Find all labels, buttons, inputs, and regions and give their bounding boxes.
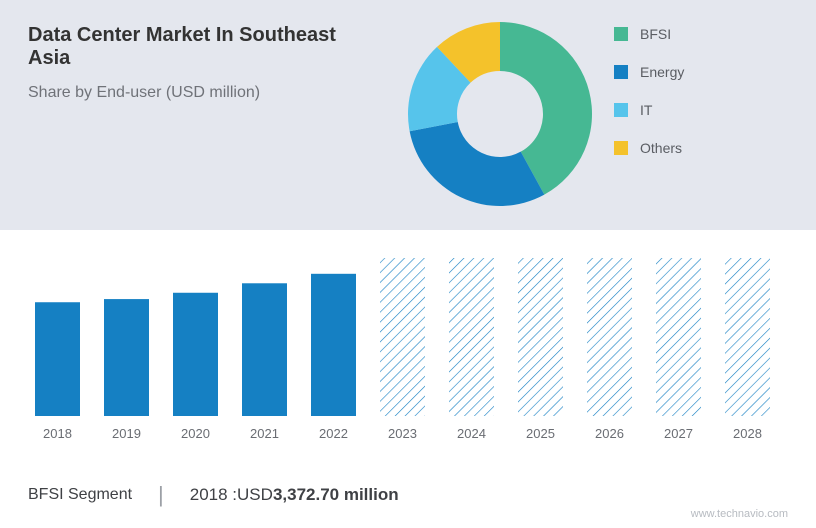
legend-swatch bbox=[614, 141, 628, 155]
top-panel: Data Center Market In Southeast Asia Sha… bbox=[0, 0, 816, 230]
bar-x-label: 2026 bbox=[595, 426, 624, 441]
bar-forecast bbox=[725, 258, 770, 416]
bar-actual bbox=[104, 299, 149, 416]
watermark: www.technavio.com bbox=[691, 508, 788, 520]
footer-summary: BFSI Segment | 2018 : USD 3,372.70 milli… bbox=[28, 482, 788, 508]
bar-actual bbox=[311, 274, 356, 416]
footer-value-prefix: USD bbox=[237, 485, 273, 505]
legend-item: Energy bbox=[614, 64, 684, 80]
bar-x-label: 2025 bbox=[526, 426, 555, 441]
legend-label: Energy bbox=[640, 64, 684, 80]
bar-forecast bbox=[380, 258, 425, 416]
bar-actual bbox=[242, 283, 287, 416]
bar-actual bbox=[173, 293, 218, 416]
footer-year-label: 2018 : bbox=[190, 485, 237, 505]
donut-svg bbox=[400, 14, 600, 214]
bar-x-label: 2027 bbox=[664, 426, 693, 441]
bar-x-label: 2018 bbox=[43, 426, 72, 441]
legend: BFSI Energy IT Others bbox=[614, 26, 684, 178]
legend-item: IT bbox=[614, 102, 684, 118]
chart-title-line1: Data Center Market In Southeast bbox=[28, 24, 368, 47]
bar-svg: 2018 2019 2020 2021 2022 2023 2024 2025 2026 2027… bbox=[28, 258, 788, 458]
bar-x-label: 2021 bbox=[250, 426, 279, 441]
chart-title-line2: Asia bbox=[28, 47, 368, 70]
bar-x-label: 2023 bbox=[388, 426, 417, 441]
bar-chart: 2018 2019 2020 2021 2022 2023 2024 2025 2026 2027… bbox=[28, 258, 788, 458]
bar-actual bbox=[35, 302, 80, 416]
donut-slice bbox=[410, 122, 545, 206]
footer-value: 3,372.70 million bbox=[273, 485, 399, 505]
bar-x-label: 2022 bbox=[319, 426, 348, 441]
bar-forecast bbox=[518, 258, 563, 416]
bar-x-label: 2028 bbox=[733, 426, 762, 441]
bar-forecast bbox=[656, 258, 701, 416]
legend-swatch bbox=[614, 103, 628, 117]
donut-chart bbox=[400, 14, 600, 214]
bar-x-label: 2019 bbox=[112, 426, 141, 441]
bar-forecast bbox=[587, 258, 632, 416]
root: Data Center Market In Southeast Asia Sha… bbox=[0, 0, 816, 528]
legend-label: BFSI bbox=[640, 26, 671, 42]
bar-x-label: 2020 bbox=[181, 426, 210, 441]
chart-subtitle: Share by End-user (USD million) bbox=[28, 84, 260, 102]
legend-label: IT bbox=[640, 102, 652, 118]
footer-divider: | bbox=[158, 482, 164, 508]
legend-swatch bbox=[614, 65, 628, 79]
legend-swatch bbox=[614, 27, 628, 41]
bar-x-label: 2024 bbox=[457, 426, 486, 441]
legend-item: BFSI bbox=[614, 26, 684, 42]
legend-item: Others bbox=[614, 140, 684, 156]
footer-segment-label: BFSI Segment bbox=[28, 486, 132, 504]
chart-title: Data Center Market In Southeast Asia bbox=[28, 24, 368, 70]
legend-label: Others bbox=[640, 140, 682, 156]
bar-forecast bbox=[449, 258, 494, 416]
